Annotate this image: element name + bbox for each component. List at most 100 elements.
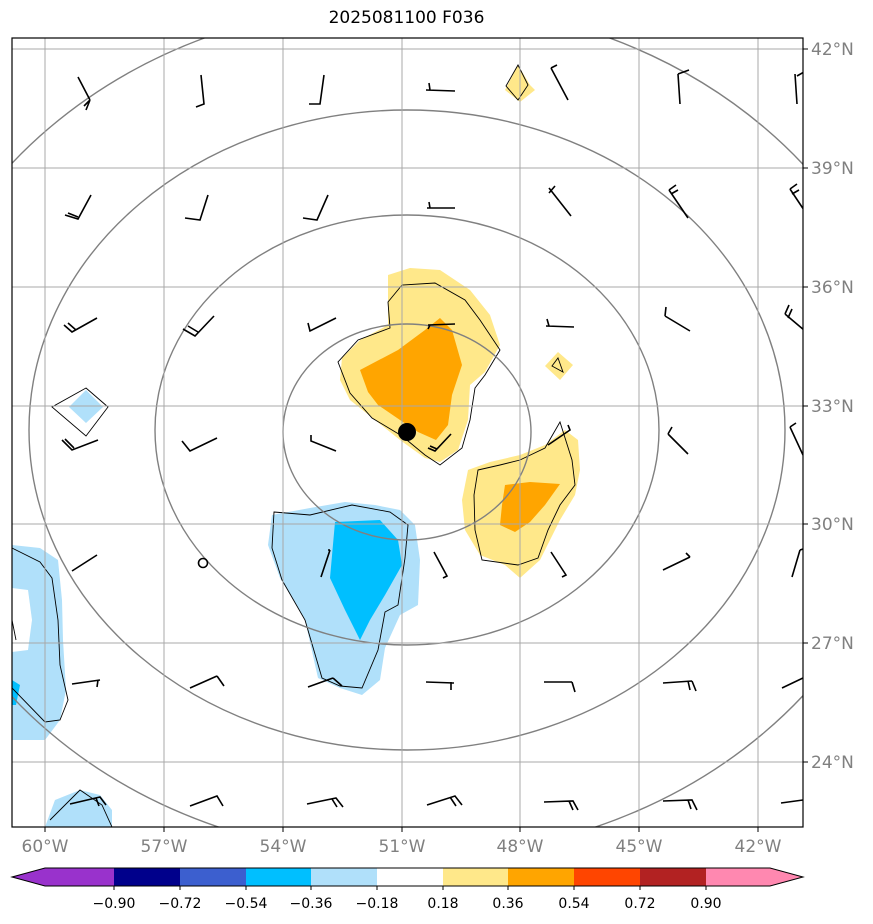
- colorbar-segment: [377, 868, 443, 886]
- wind-barb: [425, 82, 456, 92]
- wind-barb: [306, 797, 344, 808]
- wind-barb: [189, 675, 225, 689]
- colorbar-tick-label: −0.54: [225, 896, 268, 912]
- wind-barb: [667, 426, 689, 455]
- wind-barb: [543, 800, 579, 811]
- colorbar-tick-label: −0.18: [356, 896, 399, 912]
- lat-label: 33°N: [811, 397, 854, 417]
- wind-barb: [547, 424, 571, 446]
- colorbar-segment: [508, 868, 574, 886]
- wind-barb: [61, 438, 99, 451]
- lon-label: 51°W: [379, 837, 426, 857]
- wind-barb: [662, 552, 691, 571]
- colorbar-tick-label: −0.72: [159, 896, 202, 912]
- wind-barb: [71, 679, 101, 688]
- wind-barb: [780, 799, 803, 804]
- wind-barb: [64, 194, 92, 220]
- contour-positive-low: [545, 352, 573, 380]
- lat-label: 24°N: [811, 753, 854, 773]
- wind-barb: [182, 315, 215, 338]
- lat-label: 30°N: [811, 515, 854, 535]
- colorbar-segment: [114, 868, 180, 886]
- storm-center-marker: [398, 423, 416, 441]
- colorbar-tick-label: 0.72: [624, 896, 655, 912]
- colorbar-tick-label: 0.54: [558, 896, 589, 912]
- contour-fills: [12, 65, 580, 827]
- wind-barb: [425, 681, 455, 690]
- lon-label: 48°W: [497, 837, 544, 857]
- colorbar-tick-label: 0.90: [690, 896, 721, 912]
- contour-negative-mid: [330, 520, 402, 640]
- contour-lines: [12, 64, 576, 827]
- wind-barb: [784, 304, 803, 331]
- wind-barb: [71, 554, 98, 572]
- lon-label: 60°W: [22, 837, 69, 857]
- contour-positive-mid: [500, 482, 560, 532]
- lat-label: 36°N: [811, 278, 854, 298]
- wind-barb: [195, 74, 205, 108]
- lon-labels: 60°W 57°W 54°W 51°W 48°W 45°W 42°W: [22, 837, 782, 857]
- wind-barb: [433, 551, 449, 579]
- colorbar-tick-label: −0.36: [290, 896, 333, 912]
- map-title: 2025081100 F036: [328, 8, 485, 28]
- wind-barb: [781, 677, 803, 689]
- colorbar: −0.90 −0.72 −0.54 −0.36 −0.18 0.18 0.36 …: [10, 867, 805, 912]
- wind-barb: [184, 194, 209, 221]
- wind-barb: [427, 201, 455, 209]
- colorbar-tick-label: 0.36: [492, 896, 523, 912]
- axis-ticks: [44, 48, 808, 832]
- colorbar-segment: [706, 868, 803, 886]
- wind-barb: [63, 317, 98, 333]
- lon-label: 45°W: [616, 837, 663, 857]
- lon-label: 57°W: [141, 837, 188, 857]
- wind-barb: [77, 76, 91, 111]
- lon-label: 42°W: [735, 837, 782, 857]
- wind-barb: [302, 194, 329, 221]
- colorbar-tick-label: 0.18: [427, 896, 458, 912]
- wind-barb: [427, 433, 452, 452]
- contour-negative-low: [45, 790, 112, 827]
- wind-barb: [69, 796, 107, 807]
- wind-barb: [181, 437, 218, 452]
- wind-barb: [791, 548, 803, 578]
- colorbar-segment: [311, 868, 377, 886]
- lat-label: 42°N: [811, 40, 854, 60]
- colorbar-segment: [180, 868, 246, 886]
- wind-barb: [550, 64, 569, 101]
- graticule: [12, 38, 803, 827]
- map-frame: [11, 37, 804, 828]
- lon-label: 54°W: [260, 837, 307, 857]
- wind-barb: [427, 323, 456, 330]
- colorbar-tick-label: −0.90: [93, 896, 136, 912]
- colorbar-segment: [12, 868, 114, 886]
- wind-barb: [664, 306, 691, 332]
- colorbar-segment: [574, 868, 640, 886]
- colorbar-segment: [246, 868, 311, 886]
- wind-barb: [307, 317, 337, 333]
- wind-barb: [668, 184, 689, 219]
- wind-barb: [307, 677, 343, 688]
- lat-label: 27°N: [811, 634, 854, 654]
- contour-positive-mid: [360, 318, 462, 440]
- wind-barb: [544, 681, 576, 693]
- wind-barb: [550, 551, 568, 578]
- wind-barb: [677, 69, 690, 105]
- lat-label: 39°N: [811, 159, 854, 179]
- wind-barb: [662, 799, 698, 811]
- lat-labels: 42°N 39°N 36°N 33°N 30°N 27°N 24°N: [811, 40, 854, 773]
- wind-barb: [189, 795, 224, 807]
- wind-barb: [662, 680, 697, 692]
- wind-barb: [789, 422, 803, 456]
- wind-barb: [309, 74, 325, 105]
- wind-barb: [320, 549, 331, 578]
- colorbar-segment: [443, 868, 508, 886]
- colorbar-segment: [640, 868, 706, 886]
- wind-barb: [426, 795, 463, 807]
- wind-barb: [545, 318, 575, 328]
- calm-wind-marker: [197, 557, 209, 569]
- contour-neutral: [12, 588, 32, 652]
- wind-barb: [310, 435, 337, 452]
